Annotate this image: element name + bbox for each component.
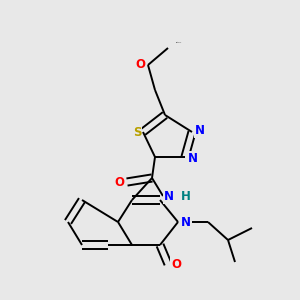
Text: N: N	[188, 152, 198, 166]
Text: N: N	[181, 215, 191, 229]
Text: H: H	[181, 190, 191, 203]
Text: N: N	[164, 190, 174, 202]
Text: O: O	[135, 58, 145, 71]
Text: N: N	[195, 124, 205, 136]
Text: S: S	[133, 125, 141, 139]
Text: O: O	[171, 257, 181, 271]
Text: O: O	[114, 176, 124, 188]
Text: methoxy: methoxy	[176, 42, 182, 43]
